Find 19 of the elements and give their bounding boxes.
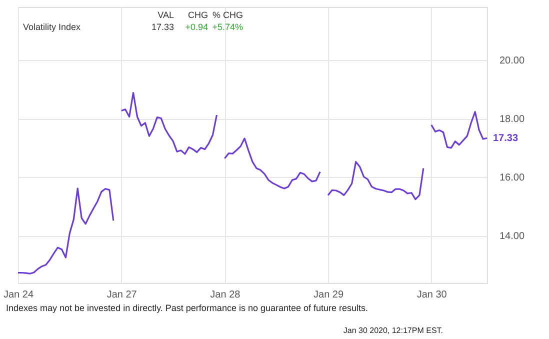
annotation: +5.74% — [212, 22, 243, 32]
annotation: Volatility Index — [23, 22, 82, 32]
annotation: 17.33 — [151, 22, 174, 32]
y-tick-label: 16.00 — [500, 172, 525, 184]
x-tick-label: Jan 28 — [210, 290, 241, 300]
x-tick-label: Jan 29 — [314, 290, 344, 300]
y-tick-label: 18.00 — [500, 114, 525, 126]
x-tick-label: Jan 30 — [416, 290, 448, 300]
x-tick-label: Jan 24 — [3, 290, 34, 300]
annotation: % CHG — [212, 10, 243, 20]
annotation: VAL — [158, 10, 174, 20]
x-tick-label: Jan 27 — [106, 290, 138, 300]
text: Indexes may not be invested in directly. Past performance is no guarantee of future results. — [6, 303, 368, 313]
text: 17.33 — [493, 133, 518, 144]
y-tick-label: 20.00 — [500, 55, 525, 66]
annotation: CHG — [188, 10, 208, 20]
annotation: +0.94 — [185, 22, 208, 32]
y-tick-label: 14.00 — [500, 231, 525, 242]
text: Jan 30 2020, 12:17PM EST. — [343, 326, 443, 335]
